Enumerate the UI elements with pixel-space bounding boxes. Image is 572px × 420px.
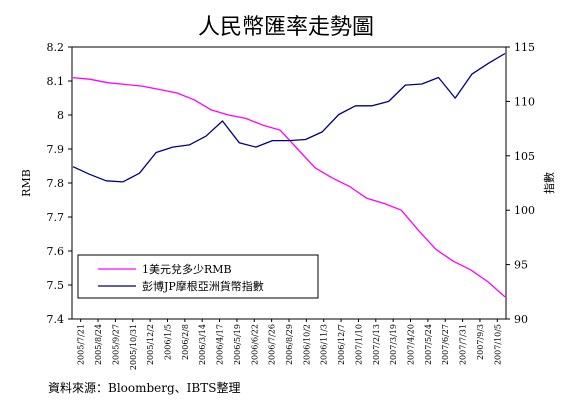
- x-tick-label: 2005/8/24: [94, 324, 103, 365]
- left-tick-label: 7.7: [47, 211, 65, 224]
- left-tick-label: 8.2: [47, 41, 65, 54]
- legend-label-asia-fx-index: 彭博JP摩根亞洲貨幣指數: [142, 279, 264, 293]
- left-tick-label: 7.6: [47, 245, 65, 258]
- x-tick-label: 2007/6/27: [441, 324, 450, 365]
- right-axis-ticks: 115 110 105 100 95 90: [506, 41, 535, 326]
- x-tick-label: 2006/11/3: [320, 324, 329, 365]
- series-layer: [72, 52, 506, 298]
- right-tick-label: 105: [514, 150, 535, 163]
- right-tick-label: 95: [514, 259, 528, 272]
- legend-label-usd-rmb: 1美元兌多少RMB: [142, 262, 232, 276]
- source-note: 資料來源：Bloomberg、IBTS整理: [48, 380, 240, 395]
- left-tick-label: 7.5: [47, 279, 65, 292]
- x-tick-label: 2006/2/8: [181, 324, 190, 360]
- x-tick-label: 2006/1/5: [163, 324, 172, 360]
- x-axis-ticks: 2005/7/21 2005/8/24 2005/9/27 2005/10/31 200…: [77, 319, 502, 370]
- x-tick-label: 2005/7/21: [77, 324, 86, 365]
- left-tick-label: 7.4: [47, 313, 65, 326]
- chart-title: 人民幣匯率走勢圖: [198, 15, 374, 40]
- x-tick-label: 2007/2/13: [372, 324, 381, 365]
- left-axis-label: RMB: [20, 169, 33, 197]
- x-tick-label: 2006/3/14: [198, 324, 207, 365]
- left-tick-label: 7.8: [47, 177, 65, 190]
- x-tick-label: 2007/4/20: [407, 324, 416, 365]
- left-tick-label: 8.1: [47, 75, 65, 88]
- x-tick-label: 2007/10/5: [493, 324, 502, 365]
- x-tick-label: 2006/10/2: [302, 324, 311, 365]
- x-tick-label: 2006/4/17: [216, 324, 225, 365]
- x-tick-label: 2007/7/31: [459, 324, 468, 365]
- x-tick-label: 2007/3/19: [389, 324, 398, 365]
- x-tick-label: 2006/7/26: [268, 324, 277, 365]
- series-line-asia-fx-index: [72, 52, 506, 183]
- series-line-usd-rmb: [72, 76, 506, 298]
- x-tick-label: 2007/9/3: [476, 324, 485, 360]
- x-tick-label: 2007/1/10: [354, 324, 363, 365]
- legend-box: [77, 254, 319, 299]
- x-tick-label: 2007/5/24: [424, 324, 433, 365]
- x-tick-label: 2006/12/7: [337, 324, 346, 365]
- right-tick-label: 110: [514, 95, 535, 108]
- x-tick-label: 2006/8/29: [285, 324, 294, 365]
- x-tick-label: 2005/10/31: [129, 324, 138, 370]
- left-tick-label: 8: [57, 109, 64, 122]
- x-tick-label: 2006/6/22: [250, 324, 259, 365]
- right-axis-label: 指數: [542, 172, 556, 194]
- x-tick-label: 2006/5/19: [233, 324, 242, 365]
- legend: 1美元兌多少RMB 彭博JP摩根亞洲貨幣指數: [77, 254, 319, 299]
- x-tick-label: 2005/12/2: [146, 324, 155, 365]
- right-tick-label: 115: [514, 41, 535, 54]
- left-axis-ticks: 8.2 8.1 8 7.9 7.8 7.7 7.6 7.5 7.4: [47, 41, 72, 326]
- right-tick-label: 100: [514, 204, 535, 217]
- left-tick-label: 7.9: [47, 143, 65, 156]
- right-tick-label: 90: [514, 313, 528, 326]
- x-tick-label: 2005/9/27: [111, 324, 120, 365]
